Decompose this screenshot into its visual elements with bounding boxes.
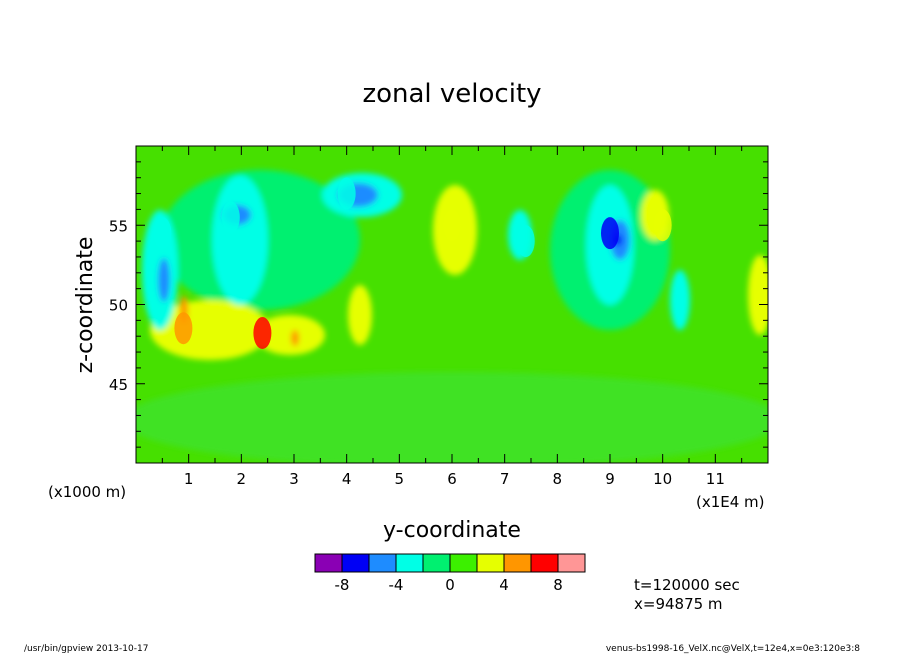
- field-feature: [601, 217, 619, 250]
- colorbar-swatch: [503, 553, 532, 573]
- plot-area: [136, 146, 768, 463]
- x-tick-label: 10: [653, 470, 672, 488]
- x-tick-label: 9: [605, 470, 615, 488]
- field-feature: [174, 312, 193, 345]
- colorbar-tick-label: -8: [335, 576, 350, 594]
- footer-left: /usr/bin/gpview 2013-10-17: [24, 644, 148, 654]
- contour-region: [348, 285, 372, 345]
- colorbar-swatch: [422, 553, 451, 573]
- field-feature: [337, 177, 356, 210]
- contour-region: [291, 330, 299, 346]
- y-tick-label: 45: [109, 376, 128, 394]
- chart-title: zonal velocity: [362, 79, 541, 109]
- y-tick-label: 55: [109, 217, 128, 235]
- colorbar-tick-label: -4: [389, 576, 404, 594]
- x-axis: 1 2 3 4 5 6 7 8 9 10 11: [135, 146, 769, 488]
- colorbar-swatch: [341, 553, 370, 573]
- contour-region: [158, 258, 170, 302]
- contour-region: [255, 315, 325, 355]
- x-tick-label: 3: [289, 470, 299, 488]
- colorbar-tick-label: 8: [553, 576, 563, 594]
- x-tick-label: 7: [500, 470, 510, 488]
- feature-layer: [153, 177, 768, 350]
- field-feature: [285, 240, 303, 273]
- x-tick-label: 8: [553, 470, 563, 488]
- colorbar-tick-label: 4: [499, 576, 509, 594]
- y-tick-label: 50: [109, 297, 128, 315]
- field-feature: [516, 225, 535, 258]
- field-feature: [153, 217, 172, 250]
- time-annotation: t=120000 sec: [634, 576, 740, 594]
- colorbar-swatch: [557, 553, 586, 573]
- position-annotation: x=94875 m: [634, 595, 723, 613]
- x-axis-label: y-coordinate: [383, 518, 521, 543]
- field-feature: [253, 317, 272, 350]
- colorbar-swatch: [530, 553, 559, 573]
- field-feature: [653, 209, 672, 242]
- x-tick-label: 1: [184, 470, 194, 488]
- field-feature: [443, 209, 461, 242]
- colorbar-tick-label: 0: [445, 576, 455, 594]
- x-tick-label: 4: [342, 470, 352, 488]
- field-contours: [136, 170, 768, 463]
- x-tick-label: 2: [237, 470, 247, 488]
- contour-region: [212, 175, 268, 305]
- colorbar-swatch: [395, 553, 424, 573]
- field-feature: [221, 201, 240, 234]
- x-tick-label: 11: [706, 470, 725, 488]
- footer-right: venus-bs1998-16_VelX.nc@VelX,t=12e4,x=0e…: [606, 644, 860, 654]
- y-axis-scale-label: (x1000 m): [48, 483, 126, 501]
- colorbar: -8 -4 0 4 8: [314, 553, 586, 594]
- colorbar-swatch: [476, 553, 505, 573]
- y-axis-label: z-coordinate: [73, 237, 98, 374]
- x-tick-label: 6: [447, 470, 457, 488]
- y-axis: 45 50 55: [109, 145, 768, 464]
- colorbar-swatch: [368, 553, 397, 573]
- contour-region: [136, 372, 768, 463]
- x-axis-scale-label: (x1E4 m): [696, 493, 765, 511]
- colorbar-swatch: [314, 553, 343, 573]
- x-tick-label: 5: [395, 470, 405, 488]
- colorbar-swatch: [449, 553, 478, 573]
- contour-region: [670, 270, 690, 330]
